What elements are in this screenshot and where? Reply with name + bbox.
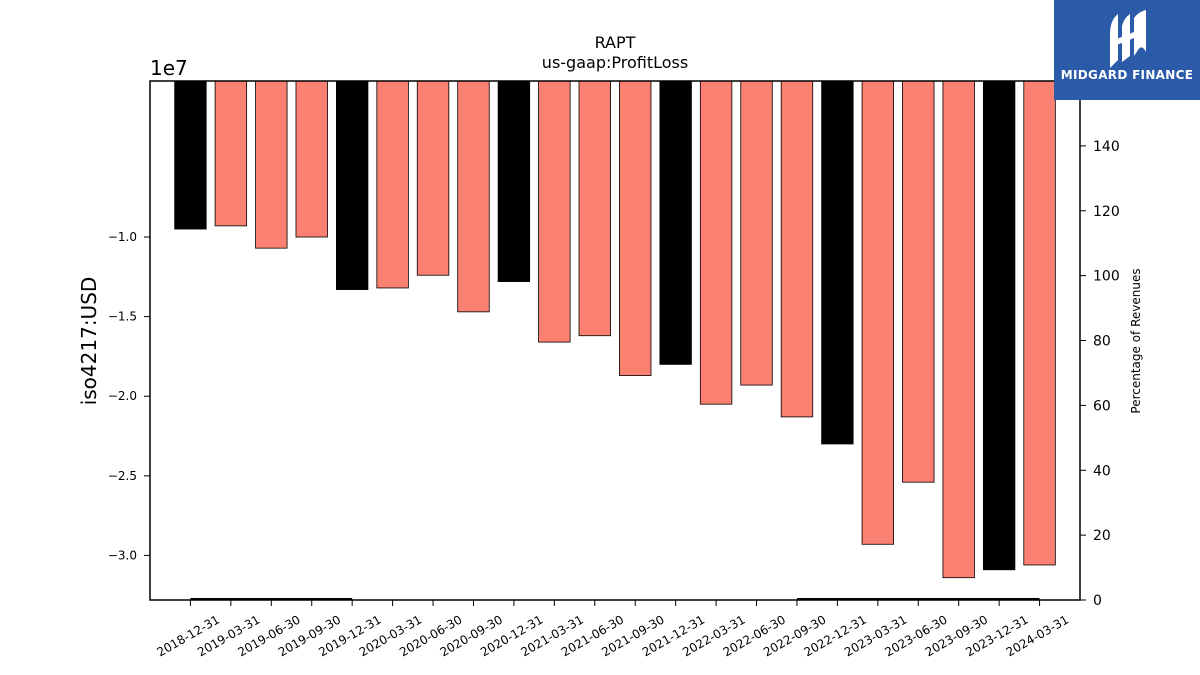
bars-group bbox=[174, 80, 1056, 579]
chart-subtitle: us-gaap:ProfitLoss bbox=[542, 53, 688, 72]
bar-2019-12-31 bbox=[336, 80, 369, 290]
y-tick-label: −2.0 bbox=[108, 389, 137, 403]
bar-2019-09-30 bbox=[295, 80, 328, 238]
bar-2020-06-30 bbox=[416, 80, 450, 276]
y-tick-label: −2.5 bbox=[108, 469, 137, 483]
bar-2021-03-31 bbox=[538, 80, 571, 343]
bar-2021-12-31 bbox=[659, 80, 692, 365]
bar-2022-12-31 bbox=[821, 80, 854, 445]
y-tick-label: −1.5 bbox=[108, 310, 137, 324]
y2-tick-label: 80 bbox=[1093, 334, 1111, 350]
bar-2023-12-31 bbox=[982, 80, 1016, 571]
y2-tick-label: 120 bbox=[1093, 204, 1120, 220]
bar-2023-09-30 bbox=[942, 80, 975, 579]
bar-2023-03-31 bbox=[861, 80, 894, 545]
bar-2020-03-31 bbox=[376, 80, 409, 289]
bar-2018-12-31 bbox=[174, 80, 207, 230]
y-tick-label: −1.0 bbox=[108, 230, 137, 244]
brand-logo: MIDGARD FINANCE bbox=[1054, 0, 1200, 100]
y2-tick-label: 140 bbox=[1093, 139, 1120, 155]
plot-frame bbox=[149, 80, 1081, 601]
bar-2022-09-30 bbox=[780, 80, 814, 418]
y2-tick-label: 60 bbox=[1093, 398, 1111, 414]
bar-2019-06-30 bbox=[255, 80, 288, 249]
bar-2024-03-31 bbox=[1023, 80, 1056, 566]
bar-2021-09-30 bbox=[619, 80, 652, 376]
y2-tick-label: 40 bbox=[1093, 463, 1111, 479]
bar-2022-06-30 bbox=[740, 80, 773, 386]
bar-2019-03-31 bbox=[214, 80, 248, 227]
y2-axis-label: Percentage of Revenues bbox=[1129, 268, 1143, 413]
y-tick-label: −3.0 bbox=[108, 548, 137, 562]
midgard-logo-icon bbox=[1110, 10, 1146, 68]
bar-2021-06-30 bbox=[578, 80, 611, 337]
chart-title: RAPT bbox=[595, 33, 636, 52]
y-axis-label: iso4217:USD bbox=[77, 277, 101, 406]
bar-2022-03-31 bbox=[699, 80, 733, 405]
y2-tick-label: 20 bbox=[1093, 528, 1111, 544]
brand-name: MIDGARD FINANCE bbox=[1060, 68, 1194, 82]
bar-2020-09-30 bbox=[457, 80, 490, 313]
y2-tick-label: 100 bbox=[1093, 269, 1120, 285]
y-offset-label: 1e7 bbox=[150, 56, 188, 80]
y2-tick-label: 0 bbox=[1093, 593, 1102, 609]
bar-2020-12-31 bbox=[497, 80, 531, 282]
bar-2023-06-30 bbox=[902, 80, 935, 483]
